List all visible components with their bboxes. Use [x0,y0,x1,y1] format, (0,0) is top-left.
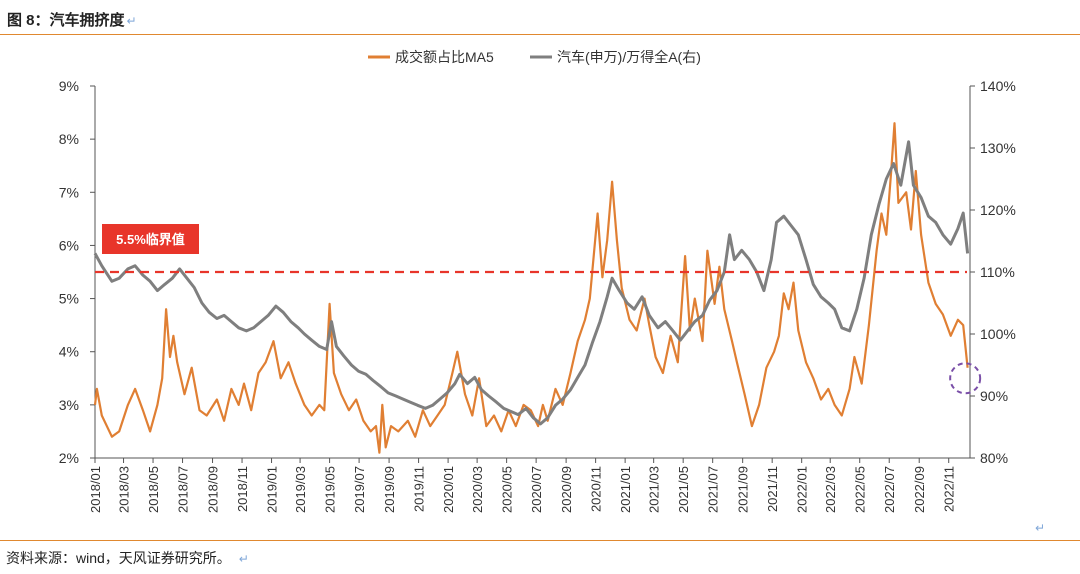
source-text: 资料来源：wind，天风证券研究所。 [6,550,231,566]
left-tick-label: 4% [59,344,79,360]
series-line-auto-relative [93,140,970,426]
right-tick-label: 80% [980,450,1008,466]
x-tick-label: 2022/05 [853,466,868,513]
left-tick-label: 8% [59,131,79,147]
x-tick-label: 2020/11 [589,466,604,512]
x-tick-label: 2018/01 [88,466,103,513]
left-tick-label: 9% [59,78,79,94]
x-tick-label: 2019/03 [293,466,308,513]
left-tick-label: 5% [59,291,79,307]
x-tick-label: 2020/09 [559,466,574,513]
right-tick-label: 110% [980,264,1015,280]
right-tick-label: 120% [980,202,1016,218]
series-line-turnover-ratio [93,122,969,454]
figure-title-text: 图 8：汽车拥挤度 [7,12,125,29]
source-note: 资料来源：wind，天风证券研究所。 ↵ [6,548,249,568]
x-tick-label: 2020/01 [441,466,456,513]
x-tick-label: 2021/01 [618,466,633,513]
top-rule [0,34,1080,35]
bottom-rule [0,540,1080,541]
x-tick-label: 2020/03 [470,466,485,513]
legend-label-turnover-ratio: 成交额占比MA5 [395,49,494,65]
x-tick-label: 2018/03 [117,466,132,513]
x-tick-label: 2021/11 [765,466,780,512]
x-tick-label: 2021/05 [676,466,691,513]
x-tick-label: 2019/09 [382,466,397,513]
threshold-label: 5.5%临界值 [116,232,185,247]
x-tick-label: 2021/09 [736,466,751,513]
x-tick-label: 2022/11 [942,466,957,512]
x-tick-label: 2018/09 [206,466,221,513]
x-tick-label: 2020/07 [529,466,544,513]
x-tick-label: 2022/07 [882,466,897,513]
left-tick-label: 3% [59,397,79,413]
right-tick-label: 130% [980,140,1016,156]
x-tick-label: 2019/07 [352,466,367,513]
chart: 2% 3% 4% 5% 6% 7% 8% 9% 80% 90% 100% 110% 120% 130% 14… [59,49,1016,513]
return-mark-icon: ↵ [126,14,137,28]
x-tick-label: 2021/03 [647,466,662,513]
x-tick-label: 2018/11 [235,466,250,512]
left-tick-label: 6% [59,237,79,253]
x-tick-label: 2019/05 [323,466,338,513]
legend-label-auto-relative: 汽车(申万)/万得全A(右) [557,49,701,65]
return-mark-icon: ↵ [238,552,249,566]
x-tick-label: 2022/09 [912,466,927,513]
right-tick-label: 90% [980,388,1008,404]
left-tick-label: 7% [59,184,79,200]
x-tick-label: 2021/07 [706,466,721,513]
x-tick-label: 2022/01 [795,466,810,513]
return-mark-icon: ↵ [1035,521,1046,535]
right-tick-label: 140% [980,78,1016,94]
x-tick-label: 2019/01 [265,466,280,513]
x-tick-label: 2018/05 [146,466,161,513]
right-tick-label: 100% [980,326,1016,342]
x-tick-label: 2022/03 [823,466,838,513]
x-tick-label: 2020/05 [500,466,515,513]
highlight-circle [949,362,982,395]
x-tick-label: 2018/07 [176,466,191,513]
figure-title: 图 8：汽车拥挤度 ↵ [7,9,137,30]
left-tick-label: 2% [59,450,79,466]
threshold-label-box [102,224,199,254]
x-tick-label: 2019/11 [412,466,427,512]
